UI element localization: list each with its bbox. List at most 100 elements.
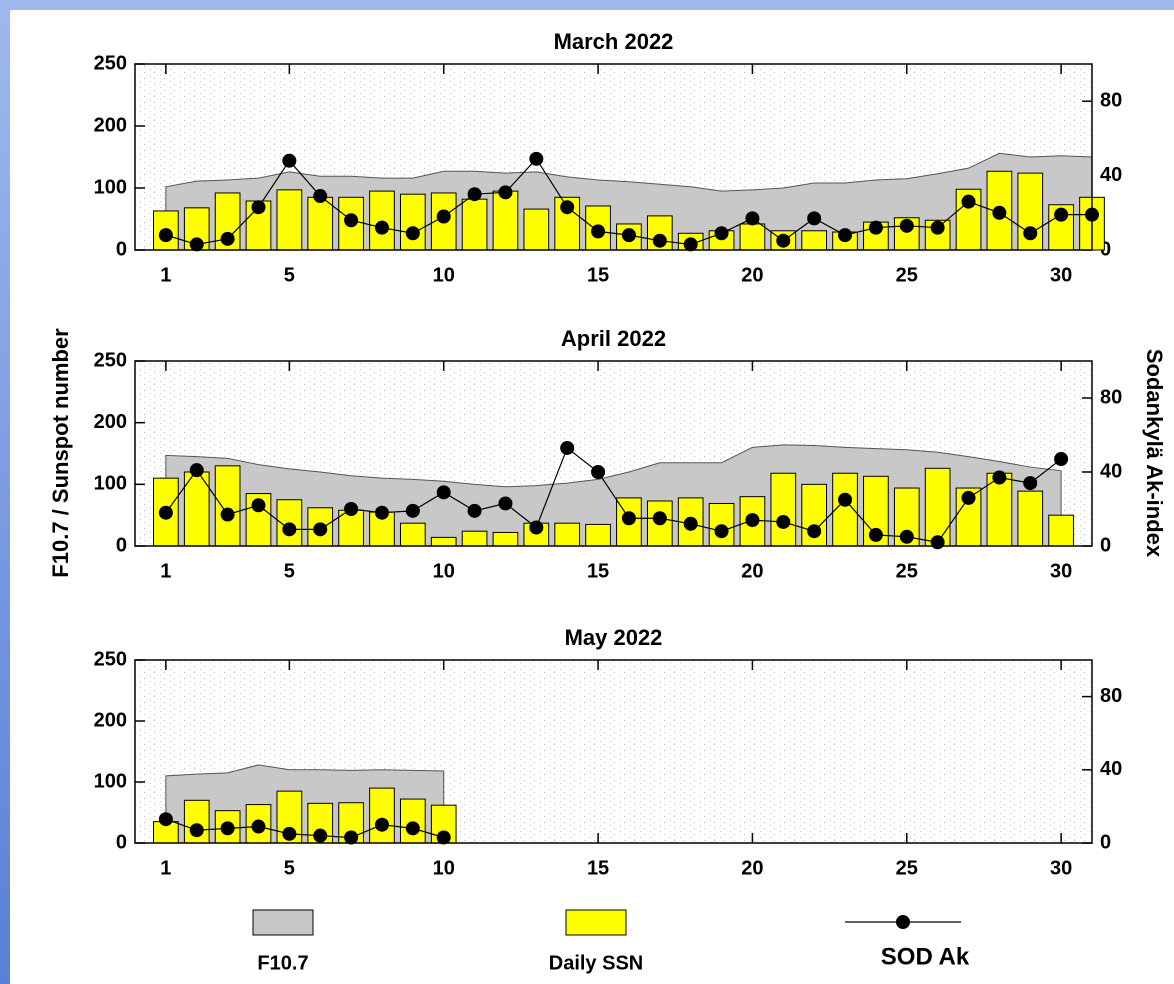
ak-point	[776, 515, 790, 529]
ssn-bar	[740, 224, 765, 250]
ssn-bar	[524, 209, 549, 250]
y-tick-label: 200	[94, 709, 127, 731]
y2-tick-label: 0	[1100, 831, 1111, 853]
ak-point	[745, 513, 759, 527]
ak-point	[282, 522, 296, 536]
ssn-bar	[771, 473, 796, 546]
legend-label: Daily SSN	[549, 952, 643, 974]
ak-point	[221, 821, 235, 835]
ak-point	[251, 200, 265, 214]
x-tick-label: 1	[160, 857, 171, 879]
ak-point	[159, 506, 173, 520]
ak-point	[653, 234, 667, 248]
ssn-bar	[462, 531, 487, 546]
x-tick-label: 5	[284, 264, 295, 286]
ak-point	[313, 829, 327, 843]
ak-point	[653, 511, 667, 525]
ak-point	[992, 471, 1006, 485]
ak-point	[344, 213, 358, 227]
ssn-bar	[462, 199, 487, 250]
ssn-bar	[370, 191, 395, 250]
ssn-bar	[802, 231, 827, 250]
ssn-bar	[370, 788, 395, 843]
legend-dot	[896, 915, 910, 929]
y-tick-label: 250	[94, 648, 127, 670]
x-tick-label: 15	[587, 264, 609, 286]
ak-point	[715, 226, 729, 240]
ak-point	[498, 185, 512, 199]
ak-point	[375, 818, 389, 832]
y-tick-label: 0	[116, 534, 127, 556]
y-tick-label: 100	[94, 473, 127, 495]
ssn-bar	[400, 799, 425, 843]
panel-title: April 2022	[561, 326, 666, 351]
ak-point	[251, 498, 265, 512]
ak-point	[931, 535, 945, 549]
x-tick-label: 15	[587, 560, 609, 582]
ak-point	[560, 200, 574, 214]
ssn-bar	[925, 468, 950, 546]
ak-point	[1054, 452, 1068, 466]
ak-point	[838, 493, 852, 507]
ak-point	[776, 234, 790, 248]
ak-point	[529, 521, 543, 535]
ak-point	[807, 211, 821, 225]
ak-point	[159, 228, 173, 242]
ak-point	[437, 210, 451, 224]
ssn-bar	[493, 532, 518, 546]
ak-point	[375, 506, 389, 520]
ak-point	[406, 226, 420, 240]
ak-point	[406, 821, 420, 835]
y-tick-label: 250	[94, 349, 127, 371]
y-tick-label: 200	[94, 411, 127, 433]
ak-point	[190, 823, 204, 837]
ak-point	[159, 812, 173, 826]
ak-point	[807, 524, 821, 538]
ak-point	[190, 463, 204, 477]
legend-swatch	[253, 910, 313, 935]
ak-point	[282, 827, 296, 841]
x-tick-label: 25	[896, 857, 918, 879]
ssn-bar	[1049, 515, 1074, 546]
ak-point	[931, 221, 945, 235]
ssn-bar	[493, 191, 518, 250]
ak-point	[591, 465, 605, 479]
ak-point	[468, 504, 482, 518]
x-tick-label: 1	[160, 264, 171, 286]
x-tick-label: 1	[160, 560, 171, 582]
legend-label: SOD Ak	[881, 943, 970, 970]
x-tick-label: 25	[896, 560, 918, 582]
ssn-bar	[586, 524, 611, 546]
ssn-bar	[555, 523, 580, 546]
x-tick-label: 10	[433, 857, 455, 879]
ak-point	[313, 189, 327, 203]
ak-point	[622, 511, 636, 525]
y-tick-label: 100	[94, 176, 127, 198]
ak-point	[282, 154, 296, 168]
x-tick-label: 25	[896, 264, 918, 286]
y-tick-label: 0	[116, 238, 127, 260]
legend-swatch	[566, 910, 626, 935]
panel-title: March 2022	[554, 29, 674, 54]
x-tick-label: 30	[1050, 857, 1072, 879]
ak-point	[869, 528, 883, 542]
x-tick-label: 5	[284, 560, 295, 582]
x-tick-label: 20	[741, 264, 763, 286]
ak-point	[684, 517, 698, 531]
ak-point	[437, 485, 451, 499]
ak-point	[715, 524, 729, 538]
ak-point	[344, 502, 358, 516]
y2-tick-label: 80	[1100, 685, 1122, 707]
ak-point	[221, 508, 235, 522]
ak-point	[900, 530, 914, 544]
ak-point	[468, 187, 482, 201]
ak-point	[838, 228, 852, 242]
ak-point	[591, 224, 605, 238]
x-tick-label: 20	[741, 857, 763, 879]
ak-point	[1054, 208, 1068, 222]
ak-point	[1023, 476, 1037, 490]
ssn-bar	[215, 466, 240, 546]
y-axis-label: F10.7 / Sunspot number	[48, 328, 73, 578]
ssn-bar	[308, 197, 333, 250]
ssn-bar	[277, 190, 302, 250]
